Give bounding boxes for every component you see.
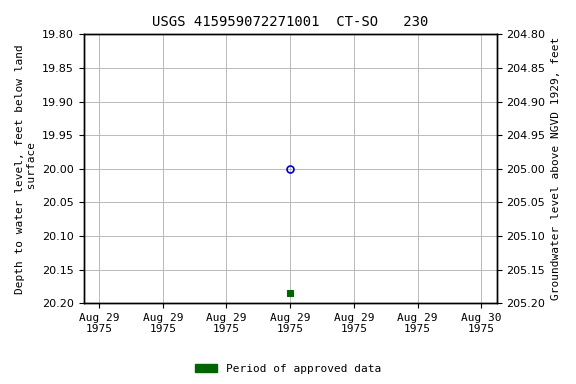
Title: USGS 415959072271001  CT-SO   230: USGS 415959072271001 CT-SO 230 bbox=[152, 15, 429, 29]
Legend: Period of approved data: Period of approved data bbox=[191, 359, 385, 379]
Y-axis label: Depth to water level, feet below land
 surface: Depth to water level, feet below land su… bbox=[15, 44, 37, 294]
Y-axis label: Groundwater level above NGVD 1929, feet: Groundwater level above NGVD 1929, feet bbox=[551, 37, 561, 300]
